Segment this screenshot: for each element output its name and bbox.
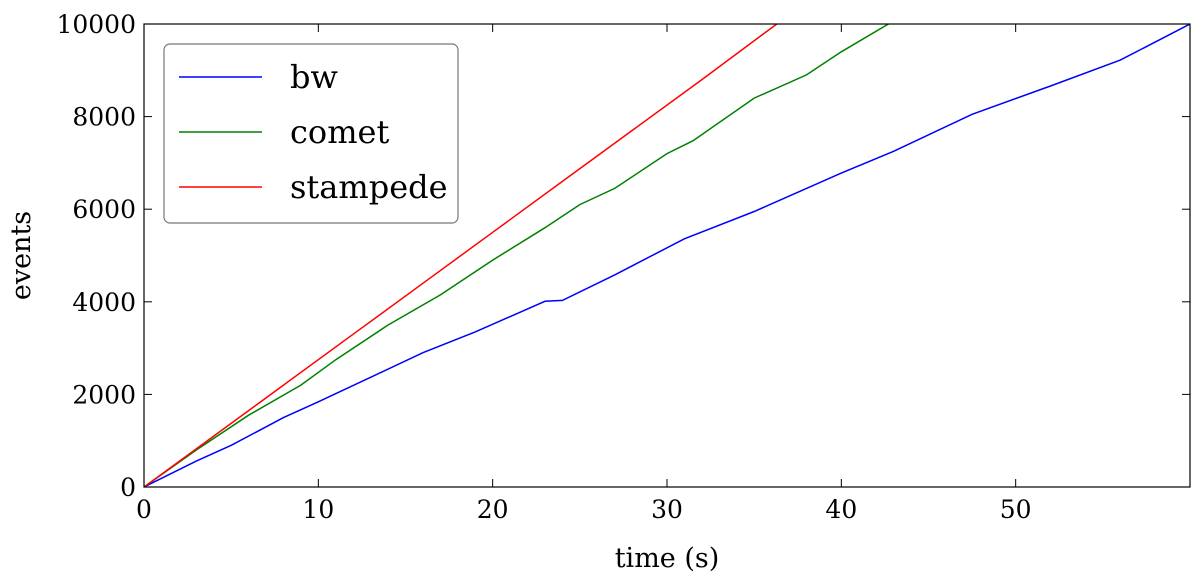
y-tick-label: 0: [120, 473, 136, 502]
series-line-stampede: [144, 24, 778, 487]
legend-label-bw: bw: [290, 58, 338, 96]
y-axis-label: events: [6, 211, 37, 300]
x-tick-label: 30: [651, 495, 683, 524]
y-tick-label: 8000: [72, 103, 136, 132]
x-tick-label: 0: [136, 495, 152, 524]
series-layer: [144, 24, 1190, 487]
y-tick-label: 10000: [56, 10, 136, 39]
y-tick-label: 2000: [72, 380, 136, 409]
legend-label-stampede: stampede: [290, 168, 448, 206]
legend-label-comet: comet: [290, 113, 389, 151]
legend: bw comet stampede: [163, 43, 459, 224]
series-line-comet: [144, 24, 889, 487]
ticks-layer: 0 10 20 30 40 50 0 2000 4000 6000 8000 10000: [56, 10, 1190, 524]
x-tick-label: 20: [477, 495, 509, 524]
series-line-bw: [144, 24, 1190, 487]
y-tick-label: 4000: [72, 288, 136, 317]
x-axis-label: time (s): [615, 543, 720, 574]
y-tick-label: 6000: [72, 195, 136, 224]
legend-box: [163, 43, 459, 224]
legend-items: bw comet stampede: [179, 58, 448, 206]
x-tick-label: 40: [825, 495, 857, 524]
x-tick-label: 10: [302, 495, 334, 524]
x-tick-label: 50: [1000, 495, 1032, 524]
